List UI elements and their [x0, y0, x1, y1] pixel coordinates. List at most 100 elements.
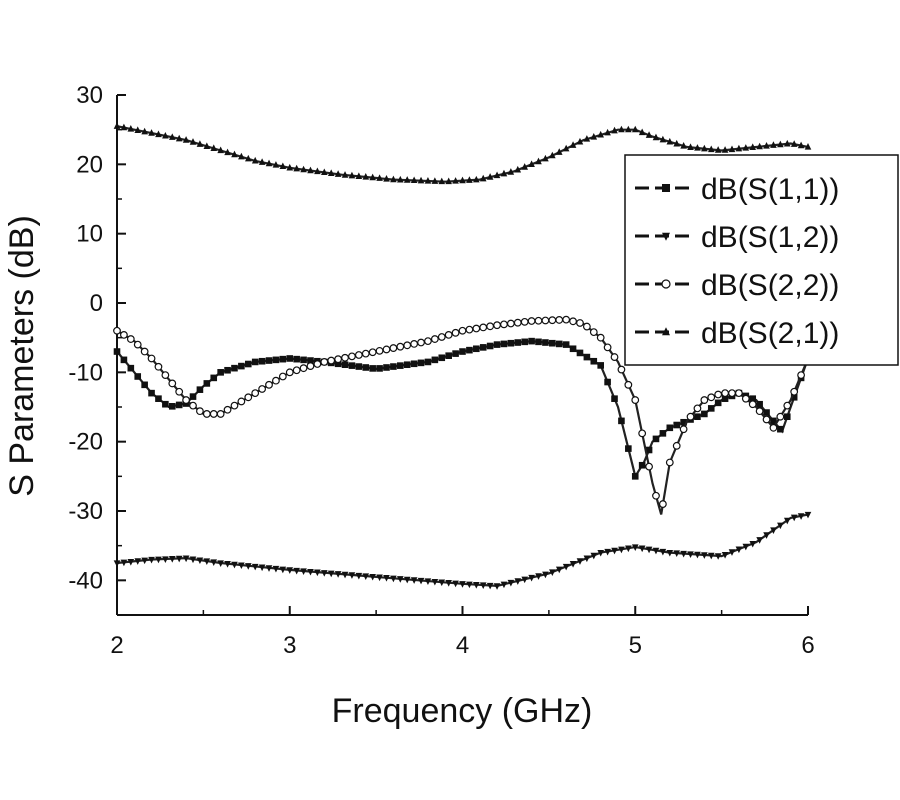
series-point [452, 350, 459, 357]
series-point [763, 532, 770, 539]
series-point [189, 556, 197, 564]
series-point [742, 543, 750, 551]
y-tick-label: -30 [68, 498, 103, 525]
series-point [610, 353, 619, 361]
series-point [182, 396, 191, 404]
series-point [783, 517, 791, 525]
series-point [790, 140, 798, 147]
series-point [611, 126, 618, 134]
series-point [686, 412, 695, 421]
series-point [486, 173, 494, 180]
series-point [652, 491, 660, 500]
series-point [321, 570, 328, 577]
series-point [286, 355, 294, 362]
series-point [224, 366, 231, 374]
series-point [168, 379, 177, 388]
series-point [555, 566, 563, 574]
series-point [797, 371, 805, 380]
series-point [700, 396, 709, 404]
series-point [748, 400, 757, 409]
series-point [113, 122, 121, 129]
series-point [355, 172, 363, 179]
series-point [265, 159, 273, 167]
series-point [348, 352, 356, 361]
series-point [175, 401, 183, 409]
series-point [196, 407, 204, 416]
series-point [466, 581, 473, 589]
series-point [120, 356, 128, 364]
series-point [500, 581, 508, 589]
series-point [155, 395, 162, 402]
series-point [783, 139, 791, 147]
series-point [714, 399, 722, 407]
series-point [458, 326, 467, 335]
series-point [162, 556, 169, 563]
series-point [707, 145, 715, 153]
y-axis-ticks: 30 20 10 0 -10 -20 -30 -40 [68, 82, 126, 616]
series-point [203, 380, 211, 387]
series-point [555, 340, 563, 348]
series-point [479, 174, 487, 182]
series-point [534, 316, 543, 325]
series-point [223, 405, 232, 414]
series-point [348, 572, 356, 579]
series-point [597, 362, 604, 369]
series-point [728, 549, 736, 556]
series-point [673, 139, 681, 147]
series-point [479, 582, 487, 590]
series-point [770, 417, 777, 425]
x-tick-label: 6 [801, 632, 814, 659]
series-point [355, 572, 363, 580]
series-point [272, 356, 280, 364]
series-point [466, 176, 473, 183]
series-point [493, 583, 501, 590]
series-point [251, 389, 260, 398]
series-line [116, 513, 809, 588]
series-point [576, 137, 584, 145]
series-point [162, 131, 169, 139]
series-point [493, 321, 501, 330]
series-point [549, 151, 556, 159]
series-point [514, 165, 522, 173]
series-point [327, 356, 336, 365]
series-point [528, 337, 535, 345]
series-point [589, 328, 598, 337]
series-point [673, 550, 681, 558]
series-point [548, 316, 557, 325]
series-point [300, 356, 307, 364]
series-point [390, 175, 397, 183]
series-point [390, 575, 397, 583]
series-point [804, 143, 812, 150]
series-point [113, 560, 121, 567]
series-point [444, 330, 453, 339]
legend-marker [661, 279, 671, 289]
series-point [321, 168, 328, 176]
series-point [528, 574, 535, 582]
series-point [604, 378, 611, 386]
series-point [777, 425, 784, 433]
series-point [583, 135, 591, 142]
series-point [741, 394, 750, 403]
series-point [155, 556, 162, 564]
series-point [645, 131, 653, 138]
series-point [341, 361, 349, 369]
series-point [666, 549, 674, 557]
series-2 [113, 511, 812, 590]
series-point [755, 407, 764, 416]
series-point [113, 326, 121, 335]
series-point [403, 576, 411, 584]
series-point [694, 144, 701, 151]
series-point [749, 540, 757, 548]
series-point [437, 333, 446, 341]
series-point [631, 473, 639, 480]
series-point [348, 362, 356, 369]
series-point [390, 363, 397, 370]
series-point [680, 550, 687, 558]
series-point [479, 344, 487, 351]
series-point [210, 559, 218, 566]
series-point [292, 366, 301, 375]
series-point [278, 372, 287, 381]
series-point [652, 133, 660, 141]
series-point [672, 441, 681, 450]
series-point [749, 143, 757, 150]
